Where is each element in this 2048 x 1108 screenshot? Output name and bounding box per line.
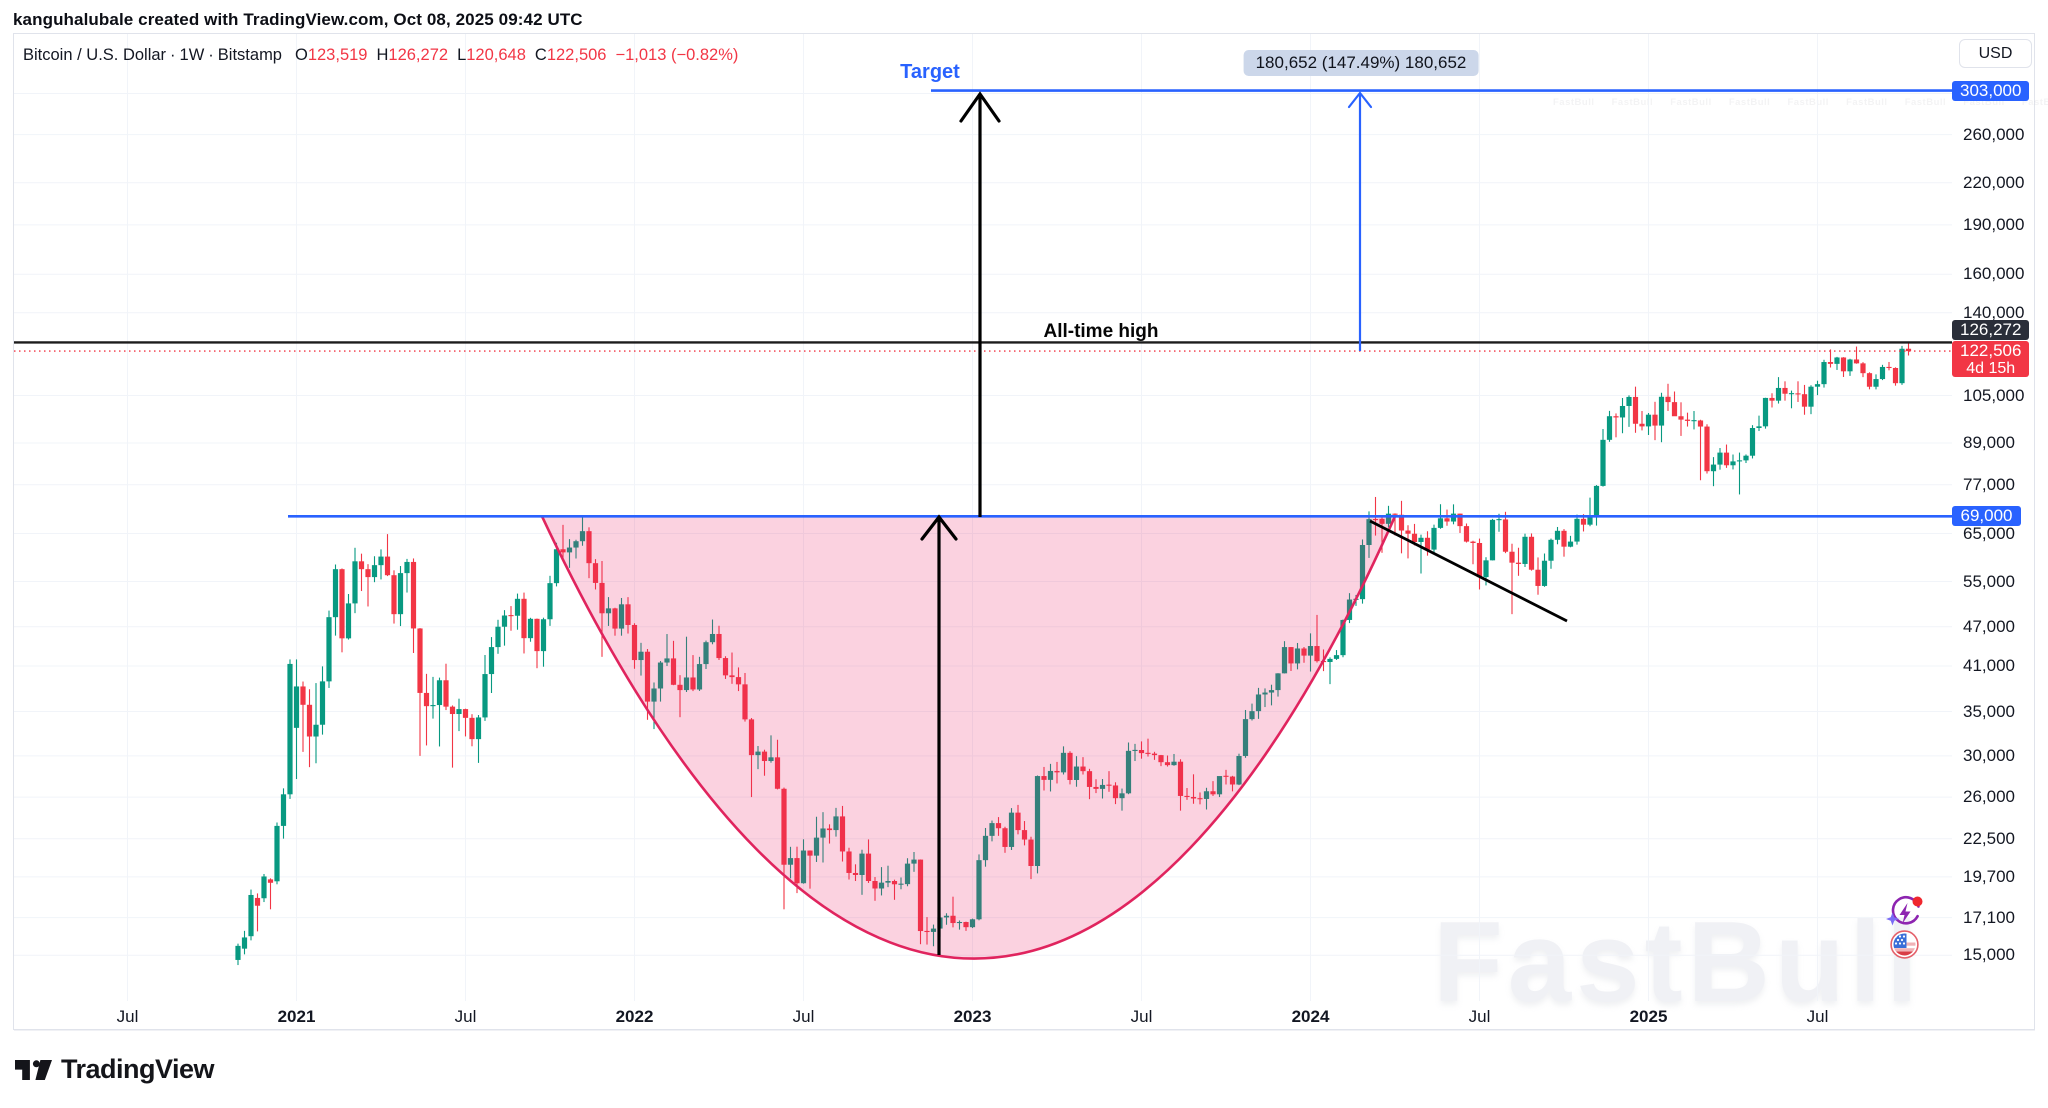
price-tick-label: 35,000 — [1963, 701, 2015, 721]
tradingview-logo-text: TradingView — [61, 1054, 215, 1084]
legend-open-value: 123,519 — [307, 46, 368, 64]
level-price-badge: 69,000 — [1952, 506, 2021, 527]
time-tick-label: Jul — [1806, 1007, 1829, 1026]
price-tick-label: 160,000 — [1963, 264, 2025, 284]
price-tick-label: 30,000 — [1963, 745, 2015, 765]
price-tick-label: 89,000 — [1963, 433, 2015, 452]
legend-change: −1,013 (−0.82%) — [615, 46, 739, 64]
legend-high-label: H — [376, 46, 389, 64]
legend-symbol[interactable]: Bitcoin / U.S. Dollar — [23, 46, 167, 64]
time-tick-label: Jul — [454, 1007, 477, 1026]
target-annotation-label[interactable]: Target — [900, 61, 960, 83]
legend-open-label: O — [294, 46, 308, 64]
price-tick-label: 19,700 — [1963, 866, 2015, 886]
price-tick-label: 105,000 — [1963, 385, 2025, 405]
annotation-arrows[interactable] — [920, 91, 1373, 955]
price-tick-label: 65,000 — [1963, 523, 2015, 543]
price-tick-label: 15,000 — [1963, 945, 2015, 965]
time-tick-label: 2023 — [953, 1007, 992, 1026]
legend-low-value: 120,648 — [466, 46, 526, 64]
level-price-badge: 303,000 — [1952, 80, 2030, 101]
time-tick-label: 2022 — [615, 1007, 654, 1026]
time-tick-label: Jul — [116, 1007, 139, 1026]
watermark-strip: FastBull FastBull FastBull FastBull Fast… — [1553, 97, 2048, 108]
candles[interactable] — [235, 342, 1912, 966]
symbol-legend[interactable]: Bitcoin / U.S. Dollar · 1W · Bitstamp O123,51… — [23, 46, 739, 64]
level-lines[interactable] — [14, 89, 1952, 518]
legend-high-value: 126,272 — [388, 46, 449, 64]
legend-close-label: C — [534, 46, 547, 64]
sparkle — [1886, 912, 1899, 926]
ai-assistant-icon[interactable] — [1886, 894, 1924, 937]
tradingview-logo[interactable]: TradingView — [15, 1054, 215, 1084]
price-tick-label: 26,000 — [1963, 787, 2015, 807]
ath-price-badge: 126,272 — [1952, 320, 2030, 340]
time-tick-label: 2025 — [1629, 1007, 1668, 1026]
price-tick-label: 140,000 — [1963, 302, 2025, 322]
price-tick-label: 260,000 — [1963, 124, 2025, 144]
price-tick-label: 190,000 — [1963, 214, 2025, 234]
current-price-badge: 122,506 4d 15h — [1952, 341, 2030, 378]
price-tick-label: 220,000 — [1963, 172, 2025, 192]
time-tick-label: Jul — [792, 1007, 815, 1026]
currency-unit-button[interactable]: USD — [1959, 39, 2032, 68]
legend-interval[interactable]: 1W — [179, 46, 205, 64]
price-tick-label: 22,500 — [1963, 828, 2015, 848]
price-tick-label: 77,000 — [1963, 474, 2015, 494]
notification-dot — [1912, 896, 1923, 907]
fastbull-watermark: FastBull — [1433, 899, 1923, 1026]
cup-and-handle-pattern[interactable] — [540, 515, 1397, 960]
price-tick-label: 17,100 — [1963, 907, 2015, 927]
legend-exchange[interactable]: Bitstamp — [217, 46, 282, 64]
all-time-high-label[interactable]: All-time high — [1043, 321, 1159, 342]
legend-low-label: L — [457, 46, 467, 64]
price-tick-label: 55,000 — [1963, 571, 2015, 591]
time-tick-label: 2021 — [277, 1007, 316, 1026]
time-tick-label: Jul — [1130, 1007, 1153, 1026]
price-tick-label: 47,000 — [1963, 616, 2015, 636]
attribution-text: kanguhalubale created with TradingView.c… — [13, 10, 583, 29]
handle-trendline[interactable] — [1369, 519, 1568, 623]
us-economic-calendar-icon[interactable] — [1890, 930, 1919, 964]
price-tick-label: 41,000 — [1963, 656, 2015, 675]
tradingview-logo-mark — [15, 1060, 52, 1080]
time-tick-label: Jul — [1468, 1007, 1491, 1026]
time-tick-label: 2024 — [1291, 1007, 1330, 1026]
price-range-measure-label[interactable]: 180,652 (147.49%) 180,652 — [1243, 50, 1479, 76]
legend-close-value: 122,506 — [546, 46, 607, 64]
lightning-bolt — [1899, 903, 1911, 924]
